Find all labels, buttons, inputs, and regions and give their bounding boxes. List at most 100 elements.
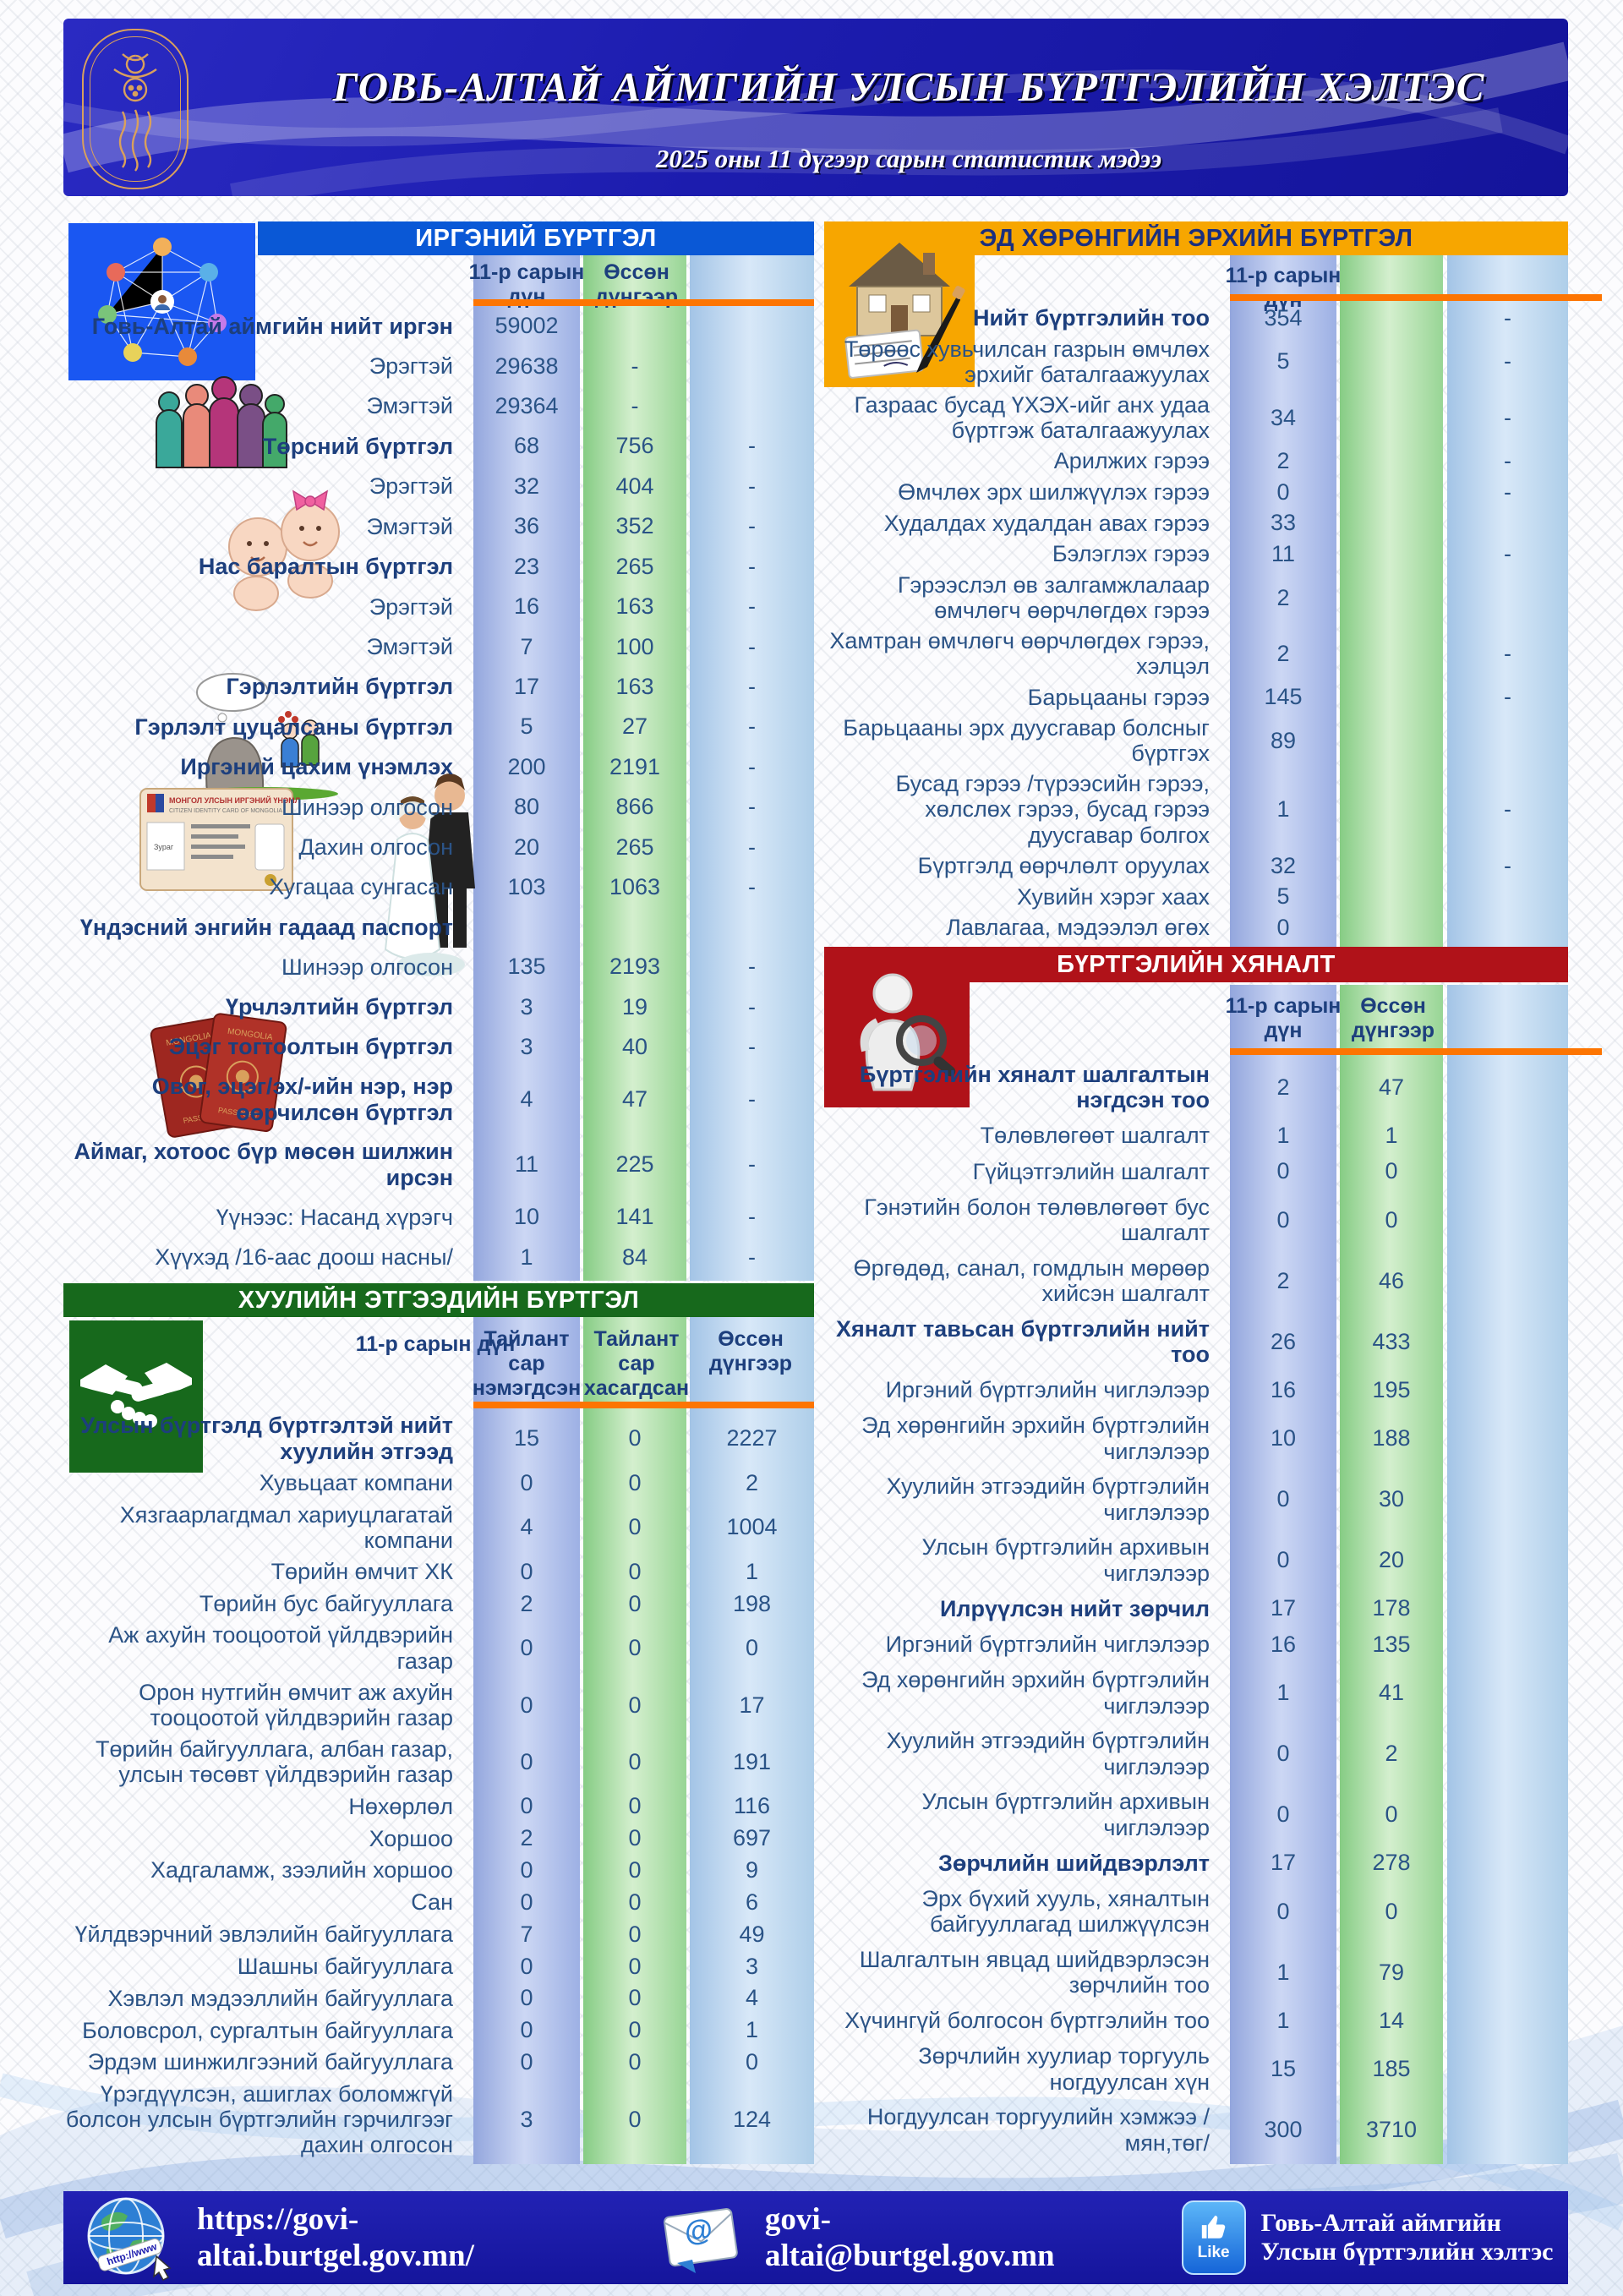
row-value: 2 [520,1825,533,1851]
column-strip-cumulative [1340,985,1443,2164]
like-button-label: Like [1197,2244,1230,2261]
row-label: Хязгаарлагдмал хариуцлагатай компани [119,1501,453,1553]
table-row: Үйлдвэрчний эвлэлийн байгууллага 7 0 49 [63,1922,814,1948]
column-strip-added [473,1317,580,2164]
email-address[interactable]: govi-altai@burtgel.gov.mn [764,2202,1055,2273]
table-row: Эрэгтэй 32 404 - [63,473,814,500]
row-value: 5 [1276,348,1290,374]
row-value: 0 [628,1635,642,1661]
row-value: - [631,393,639,419]
row-label: Хүүхэд /16-аас доош насны/ [155,1244,453,1271]
row-label: Эмэгтэй [366,513,453,539]
table-row: Нөхөрлөл 0 0 116 [63,1793,814,1819]
table-row: Эд хөрөнгийн эрхийн бүртгэлийн чиглэлээр… [824,1667,1568,1718]
row-value: 0 [1385,1158,1398,1184]
row-value: - [748,433,756,459]
row-value: 0 [628,1425,642,1451]
row-value: - [748,1034,756,1060]
colhead-cumulative: Өссөн дүнгээр [708,1327,793,1375]
column-strip-cumulative [1340,255,1443,947]
table-row: Хяналт тавьсан бүртгэлийн нийт тоо 26 433 [824,1316,1568,1367]
row-value: - [748,834,756,860]
row-value: 0 [745,1635,759,1661]
row-value: 80 [513,794,540,820]
table-row: Хувийн хэрэг хаах 5 [824,883,1568,910]
row-value: 16 [1270,1376,1297,1402]
row-value: 0 [628,1857,642,1883]
table-row: Аж ахуйн тооцоотой үйлдвэрийн газар 0 0 0 [63,1622,814,1673]
row-label: Төрийн бус байгууллага [199,1591,453,1617]
row-label: Бусад гэрээ /түрээсийн гэрээ, хөлслөх гэ… [895,771,1210,848]
table-row: Үрчлэлтийн бүртгэл 3 19 - [63,994,814,1020]
section-registration-control: БҮРТГЭЛИЙН ХЯНАЛТ 11-р сарын дүн Өссөн д… [824,947,1602,2164]
row-value: 0 [628,1985,642,2011]
table-row: Эмэгтэй 36 352 - [63,513,814,539]
row-value: 352 [615,513,654,539]
table-row: Гүйцэтгэлийн шалгалт 0 0 [824,1158,1568,1184]
row-value: 0 [1276,1206,1290,1233]
citizen-rows: Говь-Алтай аймгийн нийт иргэн 59002 Эрэгтэ… [63,306,814,1277]
row-value: 1 [1385,1122,1398,1148]
page-subtitle: 2025 оны 11 дүгээр сарын статистик мэдээ [655,144,1162,173]
table-row: Ногдуулсан торгуулийн хэмжээ /мян,төг/30… [824,2104,1568,2155]
legal-rows: Улсын бүртгэлд бүртгэлтэй нийт хуулийн э… [63,1410,814,2161]
row-label: Үүнээс: Насанд хүрэгч [216,1204,453,1230]
row-value: - [748,553,756,579]
table-row: Нас баралтын бүртгэл 23 265 - [63,554,814,580]
row-value: 141 [615,1204,654,1230]
row-value: 0 [745,2049,759,2075]
table-row: Хугацаа сунгасан 103 1063 - [63,874,814,900]
table-row: Лавлагаа, мэдээлэл өгөх 0 [824,915,1568,941]
table-row: Төлөвлөгөөт шалгалт 1 1 [824,1123,1568,1149]
row-value: 135 [507,954,546,980]
website-link[interactable]: https://govi-altai.burtgel.gov.mn/ [197,2202,474,2273]
row-label: Эрдэм шинжилгээний байгууллага [87,2049,453,2075]
row-value: 0 [520,1889,533,1915]
row-value: 7 [520,1921,533,1947]
row-label: Бүртгэлийн хяналт шалгалтын нэгдсэн тоо [859,1061,1210,1112]
row-label: Иргэний бүртгэлийн чиглэлээр [885,1632,1210,1658]
row-value: 0 [1276,1898,1290,1924]
table-row: Овог, эцэг/эх/-ийн нэр, нэр өөрчилсөн бү… [63,1074,814,1124]
table-row: Өмчлөх эрх шилжүүлэх гэрээ 0 - [824,479,1568,506]
house-deed-icon [824,227,975,387]
facebook-page-name[interactable]: Говь-Алтай аймгийн Улсын бүртгэлийн хэлт… [1260,2209,1554,2266]
row-label: Бэлэглэх гэрээ [1052,541,1210,567]
row-value: 40 [621,1034,648,1060]
row-value: 4 [745,1985,759,2011]
row-value: - [1504,447,1511,473]
table-row: Улсын бүртгэлийн архивын чиглэлээр 0 0 [824,1789,1568,1840]
table-row: Бүртгэлд өөрчлөлт оруулах 32 - [824,853,1568,879]
row-value: 225 [615,1151,654,1178]
row-value: - [1504,541,1511,567]
row-value: 89 [1270,727,1297,753]
section-legal-entity-registration: ХУУЛИЙН ЭТГЭЭДИЙН БҮРТГЭЛ 11-р сарын дүн… [63,1283,814,2164]
row-value: 191 [732,1748,772,1774]
like-icon[interactable]: Like [1181,2200,1246,2275]
table-row: Иргэний бүртгэлийн чиглэлээр 16 195 [824,1377,1568,1403]
row-label: Шалгалтын явцад шийдвэрлэсэн зөрчлийн то… [859,1946,1210,1998]
colhead-added: Тайлант сар нэмэгдсэн [472,1327,582,1400]
row-value: 20 [513,834,540,860]
table-row: Газраас бусад ҮХЭХ-ийг анх удаа бүртгэж … [824,392,1568,443]
row-value: 68 [513,433,540,459]
table-row: Зөрчлийн шийдвэрлэлт 17 278 [824,1850,1568,1876]
row-value: 0 [520,1635,533,1661]
row-value: - [1504,404,1511,430]
row-value: - [748,633,756,659]
row-value: 433 [1372,1328,1411,1354]
row-label: Иргэний цахим үнэмлэх [180,754,453,780]
row-label: Үндэсний энгийн гадаад паспорт [79,914,453,940]
table-row: Гэрээслэл өв залгамжлалаар өмчлөгч өөрчл… [824,572,1568,623]
table-row: Бэлэглэх гэрээ 11 - [824,541,1568,567]
row-value: 0 [1385,1206,1398,1233]
table-row: Үндэсний энгийн гадаад паспорт [63,915,814,940]
row-value: - [748,674,756,699]
colhead-removed: Тайлант сар хасагдсан [583,1327,690,1400]
row-value: 0 [1276,914,1290,940]
row-value: 5 [1276,883,1290,910]
row-value: 265 [615,553,654,579]
row-value: - [748,713,756,740]
row-value: 2 [1276,1267,1290,1293]
row-value: 178 [1372,1595,1411,1621]
